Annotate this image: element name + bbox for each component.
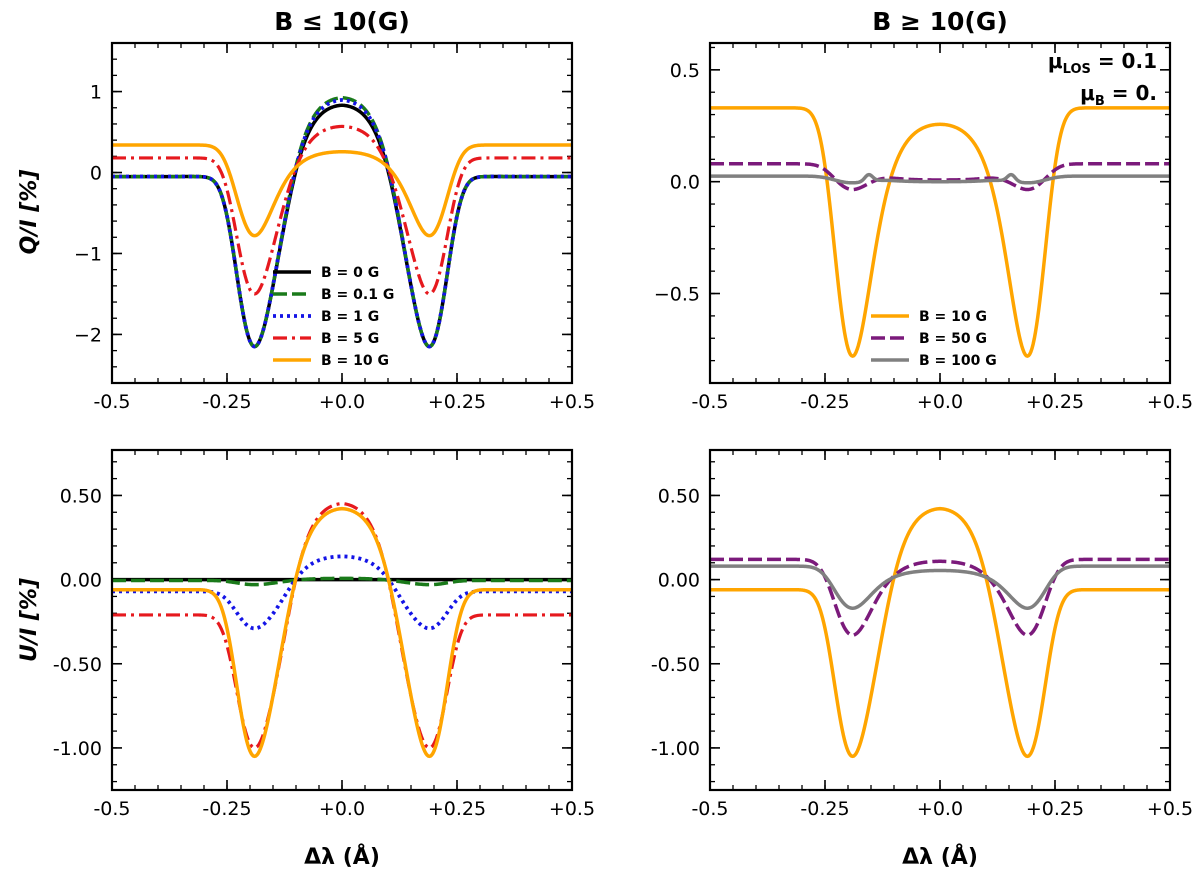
x-tick-label: +0.5 — [549, 391, 595, 413]
x-tick-label: +0.0 — [319, 391, 365, 413]
y-tick-label: 0.50 — [60, 485, 102, 507]
panel-q-high: -0.5 -0.25 +0.0 +0.25 +0.5 0.5 0.0 −0.5 B = 10 G… — [654, 41, 1193, 413]
y-tick-label: 1 — [90, 82, 102, 104]
y-tick-label: −2 — [74, 324, 102, 346]
series-line — [112, 506, 572, 759]
y-tick-label: -0.50 — [651, 654, 700, 676]
y-tick-label: -0.50 — [53, 654, 102, 676]
y-tick-label: -1.00 — [53, 738, 102, 760]
y-tick-label: 0.5 — [670, 60, 700, 82]
x-tick-label: -0.5 — [691, 798, 728, 820]
series-group — [710, 506, 1170, 759]
x-axis-title-left: Δλ (Å) — [304, 844, 380, 870]
y-tick-label: −0.5 — [654, 284, 700, 306]
plot-frame — [708, 448, 1172, 792]
x-tick-label: +0.0 — [917, 798, 963, 820]
legend-label: B = 0.1 G — [321, 287, 394, 303]
x-tick-label: +0.25 — [428, 798, 486, 820]
panels-layer: -0.5 -0.25 +0.0 +0.25 +0.510−1−2B = 0 GB = 0… — [53, 41, 1193, 820]
series-line — [112, 554, 572, 631]
x-tick-label: -0.5 — [93, 391, 130, 413]
x-tick-label: +0.25 — [428, 391, 486, 413]
series-line — [710, 557, 1170, 637]
x-tick-label: +0.0 — [917, 391, 963, 413]
legend-label: B = 1 G — [321, 309, 379, 325]
series-line — [710, 106, 1170, 358]
series-group — [710, 106, 1170, 358]
legend: B = 0 G B = 0.1 G B = 1 G B = 5 G B = 10 G — [273, 265, 394, 369]
series-line — [112, 124, 572, 296]
legend-label: B = 0 G — [321, 265, 379, 281]
plot-frame — [110, 41, 574, 385]
series-line — [710, 564, 1170, 610]
column-title-left: B ≤ 10(G) — [274, 7, 410, 36]
x-tick-label: -0.25 — [202, 798, 251, 820]
x-tick-label: +0.25 — [1026, 798, 1084, 820]
x-axis-title-right: Δλ (Å) — [902, 844, 978, 870]
column-title-right: B ≥ 10(G) — [872, 7, 1008, 36]
y-tick-label: −1 — [74, 243, 102, 265]
x-tick-label: +0.5 — [1147, 798, 1193, 820]
series-line — [710, 506, 1170, 759]
series-line — [112, 501, 572, 750]
series-group — [112, 501, 572, 759]
series-line — [112, 143, 572, 238]
x-tick-label: -0.25 — [800, 798, 849, 820]
y-axis-title-bottom: U/I [%] — [17, 578, 42, 662]
x-tick-label: +0.0 — [319, 798, 365, 820]
legend-label: B = 10 G — [919, 309, 987, 325]
y-axis-title-top: Q/I [%] — [17, 170, 42, 255]
legend-label: B = 100 G — [919, 353, 997, 369]
series-line — [710, 172, 1170, 185]
y-tick-label: -1.00 — [651, 738, 700, 760]
x-tick-label: -0.25 — [202, 391, 251, 413]
panel-q-low: -0.5 -0.25 +0.0 +0.25 +0.510−1−2B = 0 GB = 0… — [74, 41, 595, 413]
y-tick-label: 0.0 — [670, 172, 700, 194]
y-tick-label: 0.00 — [60, 570, 102, 592]
x-tick-label: -0.25 — [800, 391, 849, 413]
legend: B = 10 G B = 50 G B = 100 G — [871, 309, 997, 369]
annotation-mu-los: μLOS = 0.1 — [1048, 49, 1157, 77]
legend-label: B = 50 G — [919, 331, 987, 347]
y-tick-label: 0 — [90, 163, 102, 185]
plot-frame — [110, 448, 574, 792]
x-tick-label: +0.5 — [549, 798, 595, 820]
y-tick-label: 0.00 — [658, 570, 700, 592]
x-tick-label: -0.5 — [93, 798, 130, 820]
panel-u-low: -0.5 -0.25 +0.0 +0.25 +0.5 0.50 0.00 -0.50 -1.00 — [53, 448, 595, 820]
y-tick-label: 0.50 — [658, 485, 700, 507]
legend-label: B = 10 G — [321, 353, 389, 369]
plot-frame — [708, 41, 1172, 385]
annotation-mu-b: μB = 0. — [1080, 81, 1157, 109]
series-line — [112, 576, 572, 587]
x-tick-label: +0.25 — [1026, 391, 1084, 413]
panel-u-high: -0.5 -0.25 +0.0 +0.25 +0.5 0.50 0.00 -0.50 -1.00 — [651, 448, 1193, 820]
series-group — [112, 95, 572, 349]
legend-label: B = 5 G — [321, 331, 379, 347]
series-line — [112, 98, 572, 349]
x-tick-label: +0.5 — [1147, 391, 1193, 413]
x-tick-label: -0.5 — [691, 391, 728, 413]
series-line — [112, 95, 572, 349]
